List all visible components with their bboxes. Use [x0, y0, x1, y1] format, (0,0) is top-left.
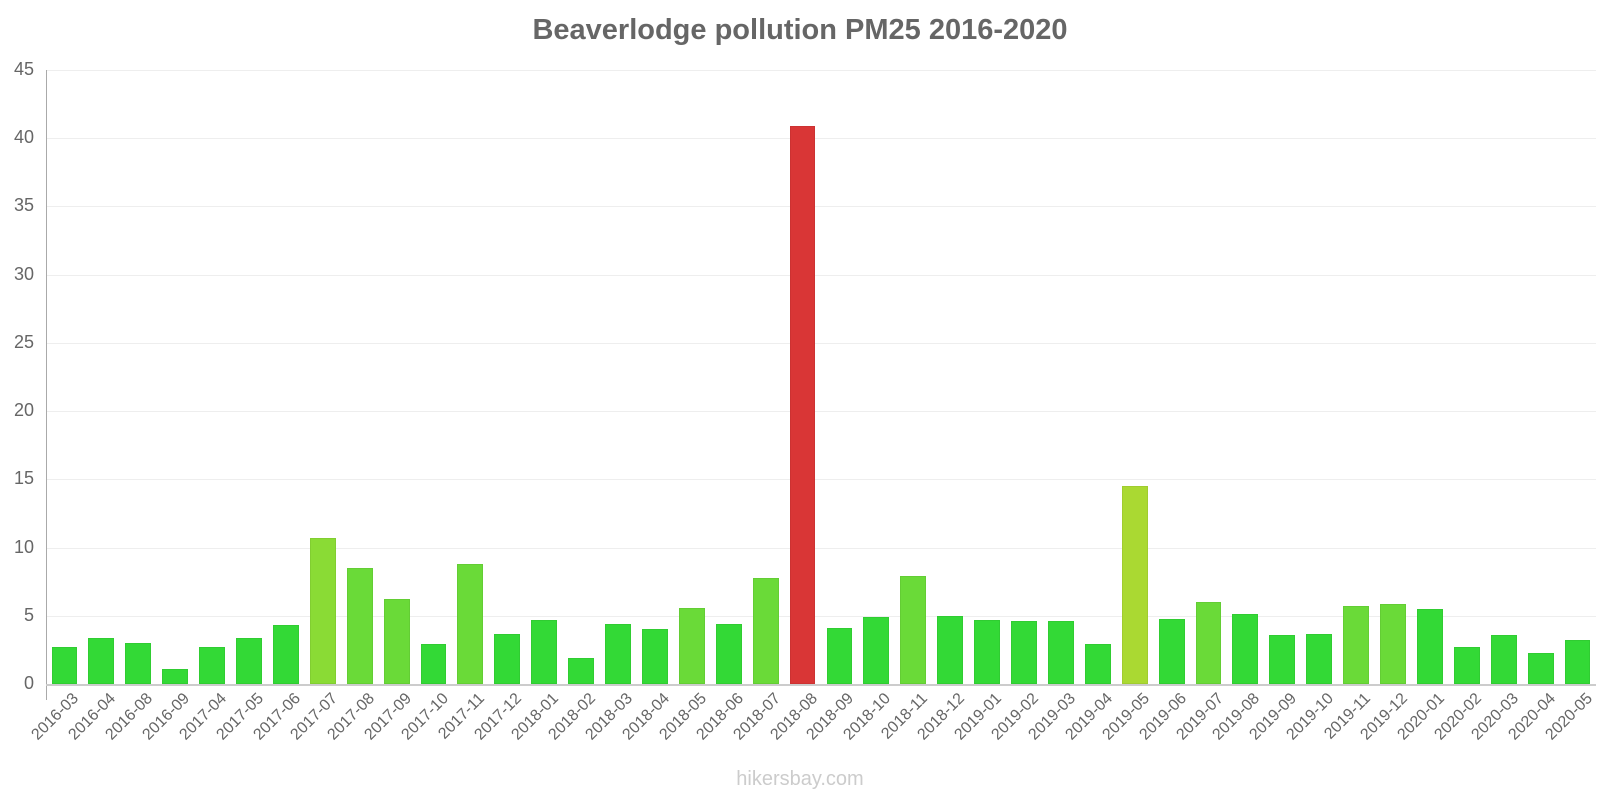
y-tick-label: 40 [13, 127, 34, 148]
bar-2020-01[interactable] [1417, 608, 1443, 684]
gridline [46, 206, 1596, 208]
y-tick-label: 20 [13, 400, 34, 421]
bar-2018-06[interactable] [715, 623, 742, 684]
y-tick-label: 10 [13, 536, 34, 557]
bar-2018-07[interactable] [752, 577, 779, 684]
bar-2017-07[interactable] [309, 538, 336, 684]
gridline [46, 138, 1596, 140]
bar-2019-07[interactable] [1195, 602, 1222, 684]
bar-2018-08[interactable] [789, 125, 816, 684]
bar-2018-10[interactable] [863, 617, 890, 684]
bar-2019-02[interactable] [1011, 621, 1037, 684]
y-tick-label: 35 [13, 195, 34, 216]
bar-2018-12[interactable] [937, 615, 964, 684]
y-tick-label: 30 [13, 263, 34, 284]
bar-2019-09[interactable] [1269, 634, 1296, 684]
bar-2018-09[interactable] [826, 628, 853, 684]
bar-2017-12[interactable] [494, 633, 521, 684]
bar-2018-04[interactable] [642, 629, 668, 684]
bar-2018-11[interactable] [900, 576, 927, 684]
bar-2019-03[interactable] [1047, 621, 1074, 684]
bar-2020-04[interactable] [1527, 652, 1554, 684]
bar-2016-04[interactable] [88, 637, 115, 684]
bar-2019-01[interactable] [974, 619, 1000, 684]
bar-2016-08[interactable] [125, 643, 152, 684]
gridline [46, 274, 1596, 276]
plot-area [46, 70, 1596, 684]
gridline [46, 615, 1596, 617]
y-axis-line [46, 70, 47, 700]
bar-2017-10[interactable] [420, 644, 447, 684]
y-tick-label: 5 [23, 604, 34, 625]
bar-2018-03[interactable] [605, 623, 631, 684]
bar-2020-05[interactable] [1564, 640, 1591, 684]
bar-2019-05[interactable] [1121, 486, 1148, 684]
y-tick-label: 0 [23, 673, 34, 693]
y-tick-label: 15 [13, 468, 34, 489]
bar-2019-08[interactable] [1232, 614, 1259, 684]
gridline [46, 411, 1596, 413]
bar-2016-03[interactable] [51, 647, 78, 684]
bar-2017-05[interactable] [236, 637, 262, 684]
bar-2018-02[interactable] [568, 658, 595, 684]
y-tick-label: 25 [13, 331, 34, 352]
gridline [46, 342, 1596, 344]
bar-2017-08[interactable] [346, 568, 373, 684]
watermark: hikersbay.com [736, 768, 864, 790]
chart-title: Beaverlodge pollution PM25 2016-2020 [532, 14, 1068, 46]
bar-2017-09[interactable] [383, 599, 410, 684]
bar-2017-11[interactable] [457, 563, 484, 684]
bar-2019-11[interactable] [1343, 606, 1370, 684]
bar-2018-05[interactable] [678, 607, 705, 684]
x-axis-line [46, 684, 1596, 686]
bar-2019-06[interactable] [1158, 618, 1185, 684]
bar-2018-01[interactable] [531, 619, 558, 684]
bar-2020-03[interactable] [1490, 634, 1517, 684]
gridline [46, 547, 1596, 549]
bar-2019-12[interactable] [1380, 603, 1406, 684]
gridline [46, 70, 1596, 71]
bar-2017-04[interactable] [199, 647, 225, 684]
bar-2020-02[interactable] [1453, 647, 1480, 684]
y-tick-label: 45 [13, 59, 34, 79]
gridline [46, 479, 1596, 481]
bar-2019-04[interactable] [1084, 644, 1111, 684]
bar-2019-10[interactable] [1306, 633, 1333, 684]
bar-2017-06[interactable] [272, 625, 299, 684]
bar-2016-09[interactable] [162, 669, 189, 684]
